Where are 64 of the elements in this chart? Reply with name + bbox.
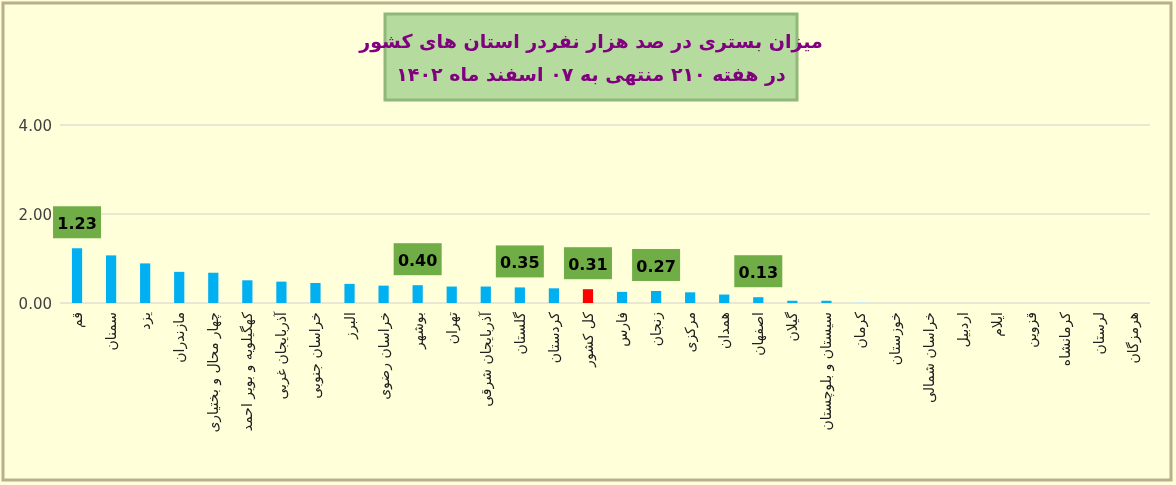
x-tick-label: آذربایجان شرقی [477,310,495,407]
data-label: 0.31 [568,255,608,275]
bar [514,287,525,303]
x-tick-label: البرز [341,312,359,340]
data-label: 0.27 [636,256,676,276]
bar [582,289,594,303]
bar [242,280,253,303]
bar [480,286,491,303]
x-tick-label: سیستان و بلوچستان [818,312,836,431]
x-tick-label: لرستان [1090,312,1108,355]
bar [719,294,730,303]
x-tick-label: هرمزگان [1124,312,1142,364]
x-tick-label: کل کشور [579,311,597,368]
x-tick-label: گلستان [511,311,528,355]
x-tick-label: اردبیل [954,312,972,348]
bar [650,290,662,303]
x-tick-label: خراسان جنوبی [307,312,325,399]
x-tick-label: خراسان رضوی [375,312,393,400]
y-tick-label: 0.00 [18,295,52,313]
x-tick-label: مازندران [171,312,189,363]
data-label: 1.23 [57,214,97,234]
x-tick-label: سمنان [103,312,120,351]
x-tick-label: قزوین [1022,312,1040,348]
x-tick-label: فارس [614,312,632,347]
x-tick-label: مرکزی [682,312,700,353]
bar [685,292,696,303]
bar [821,300,832,303]
bar [174,271,185,303]
x-tick-label: چهار محال و بختیاری [205,312,223,433]
x-tick-label: تهران [443,311,461,345]
x-tick-label: کهگیلویه و بویر احمد [239,311,257,432]
bar [412,285,423,303]
data-label: 0.40 [397,251,438,271]
bar [208,272,219,303]
bar [616,291,628,303]
bar [71,248,83,303]
x-tick-label: ایلام [988,312,1005,337]
y-tick-label: 2.00 [18,206,52,224]
x-tick-label: خوزستان [886,312,904,366]
x-tick-label: قم [69,312,87,329]
x-tick-label: کرمانشاه [1056,311,1074,367]
data-label: 0.35 [500,253,540,273]
bar [548,288,560,303]
x-tick-label: گیلان [784,311,801,342]
x-tick-label: خراسان شمالی [920,312,938,404]
x-tick-label: زنجان [648,312,666,347]
bar [344,283,355,303]
x-tick-label: اصفهان [750,312,768,356]
chart-title: میزان بستری در صد هزار نفردر استان های کشور در هفته ۲۱۰ منتهی به ۰۷ اسفند ماه ۱۴۰۲ [358,30,823,86]
bar [753,297,764,303]
x-tick-label: کردستان [545,311,563,364]
bar [140,263,151,303]
bar [310,282,321,303]
x-tick-label: کرمان [852,311,870,349]
y-tick-label: 4.00 [18,117,52,135]
x-tick-label: همدان [716,312,733,349]
bar [105,255,117,303]
data-label: 0.13 [738,263,779,283]
bar [378,285,389,303]
x-tick-label: آذربایجان غربی [273,310,291,400]
bar [276,281,287,303]
bar [446,286,457,303]
x-tick-label: یزد [137,311,155,330]
x-tick-label: بوشهر [409,312,427,351]
